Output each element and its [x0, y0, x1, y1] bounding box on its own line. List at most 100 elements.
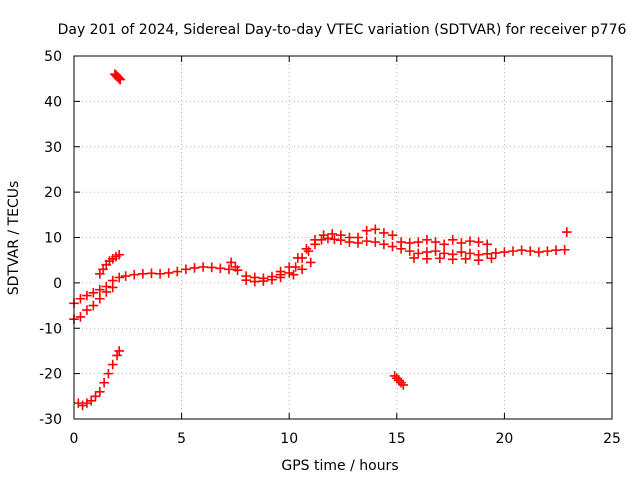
data-point [115, 74, 126, 85]
data-point [275, 272, 286, 283]
data-point [90, 391, 101, 402]
data-point [88, 288, 99, 298]
series-main-band [69, 233, 570, 309]
data-point [297, 264, 307, 275]
data-point [490, 248, 501, 258]
data-point [318, 230, 329, 241]
data-point [370, 224, 381, 235]
data-point [499, 247, 510, 257]
data-point [379, 239, 389, 250]
data-point [327, 229, 338, 239]
data-point [516, 245, 527, 256]
data-point [107, 282, 118, 293]
data-point [75, 293, 86, 304]
series-upper-band [275, 224, 492, 277]
data-point [114, 346, 124, 356]
x-tick-label: 5 [177, 431, 186, 447]
data-point [189, 263, 200, 273]
data-point [430, 246, 441, 256]
data-point [120, 271, 131, 281]
data-point [288, 269, 299, 280]
data-point [172, 266, 183, 277]
x-tick-label: 15 [388, 431, 406, 447]
data-point [456, 247, 467, 257]
data-point [230, 262, 241, 272]
data-point [404, 246, 415, 256]
data-point [525, 246, 536, 256]
data-point [344, 232, 355, 243]
data-point [361, 225, 372, 236]
series-isolated-points [226, 227, 572, 272]
data-point [404, 238, 415, 248]
data-point [198, 262, 208, 272]
data-point [447, 254, 458, 265]
data-point [155, 269, 165, 279]
data-point [353, 232, 363, 243]
data-point [398, 380, 409, 390]
data-point [301, 244, 312, 254]
data-point [249, 276, 260, 287]
x-tick-label: 25 [603, 431, 621, 447]
data-point [293, 253, 303, 263]
data-point [396, 237, 406, 247]
chart-title: Day 201 of 2024, Sidereal Day-to-day VTE… [58, 22, 627, 38]
data-point [181, 264, 191, 275]
series-outlier-low [389, 371, 409, 390]
data-point [430, 237, 441, 247]
data-point [435, 253, 445, 264]
data-point [226, 257, 236, 268]
data-point [114, 73, 124, 84]
data-point [82, 305, 92, 315]
data-point [508, 246, 518, 256]
y-tick-label: -30 [39, 412, 62, 428]
data-point [465, 248, 475, 259]
data-point [482, 249, 492, 259]
data-point [534, 247, 544, 257]
data-point [103, 368, 114, 379]
data-point [413, 237, 424, 247]
data-point [447, 234, 458, 245]
data-point [258, 276, 269, 286]
data-point [542, 246, 553, 256]
data-point [114, 272, 124, 283]
data-point [379, 228, 389, 238]
data-point [88, 300, 99, 311]
data-point [329, 234, 340, 245]
x-tick-label: 10 [280, 431, 298, 447]
y-tick-label: 40 [44, 94, 62, 110]
series-outlier-high [110, 69, 126, 85]
data-point [82, 290, 92, 301]
x-tick-label: 0 [70, 431, 79, 447]
data-points [69, 69, 572, 411]
data-point [224, 264, 234, 275]
data-point [146, 268, 157, 279]
y-tick-labels: -30 -20 -10 0 10 20 30 40 50 [39, 49, 62, 428]
series-lower-band [69, 253, 497, 324]
data-point [138, 269, 148, 279]
data-point [465, 236, 475, 246]
data-point [241, 275, 251, 285]
data-point [114, 249, 124, 260]
data-point [95, 293, 105, 304]
data-point [305, 257, 316, 268]
data-point [206, 262, 217, 273]
series-lower-arc [73, 346, 124, 411]
data-point [101, 287, 112, 297]
data-point [107, 359, 118, 370]
y-tick-label: -20 [39, 367, 62, 383]
data-point [336, 230, 346, 241]
data-point [95, 386, 105, 397]
data-point [482, 239, 492, 250]
data-point [370, 237, 381, 247]
y-axis-label: SDTVAR / TECUs [6, 181, 22, 296]
y-tick-label: -10 [39, 321, 62, 337]
data-point [267, 274, 277, 285]
data-point [163, 268, 174, 278]
x-tick-labels: 0 5 10 15 20 25 [70, 431, 621, 447]
data-point [75, 312, 86, 322]
x-tick-label: 20 [495, 431, 513, 447]
y-tick-label: 30 [44, 140, 62, 156]
data-point [413, 248, 424, 259]
x-axis-label: GPS time / hours [281, 458, 398, 474]
